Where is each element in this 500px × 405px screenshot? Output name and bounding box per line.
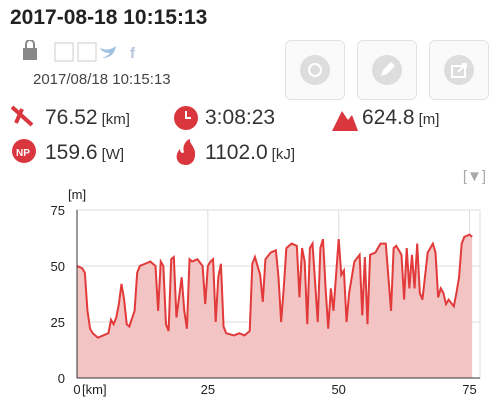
line (76, 233, 473, 339)
x-tick-label: 75 (462, 382, 476, 397)
stat-value: 624.8 (362, 106, 415, 129)
chart-toggle[interactable]: [▼] (462, 168, 486, 185)
elevation-chart: [m] [km] 0 25 50 75 0 25 50 75 (51, 187, 481, 397)
stat-unit: [W] (101, 146, 125, 163)
stat-value: 159.6 (45, 141, 98, 164)
date: 2017/08/18 10:15:13 (33, 71, 171, 88)
title: 2017-08-18 10:15:13 (10, 6, 208, 29)
stat-unit: [kJ] (271, 146, 296, 163)
y-axis-label: [m] (68, 187, 86, 202)
view-button[interactable] (285, 40, 345, 100)
stat-unit: [km] (101, 111, 130, 128)
x-tick-label: 0 (73, 382, 80, 397)
y-tick-label: 25 (51, 315, 65, 330)
svg-text:NP: NP (16, 148, 30, 159)
stat-value: 1102.0 (205, 141, 268, 164)
stat-icons: NP (10, 105, 358, 165)
y-tick-label: 75 (51, 203, 65, 218)
y-tick-label: 0 (58, 371, 65, 386)
elevation: 624.8 [m] (362, 106, 439, 130)
energy: 1102.0 [kJ] (205, 141, 295, 165)
duration: 3:08:23 (205, 106, 275, 130)
x-tick-label: 25 (201, 382, 215, 397)
np-power: 159.6 [W] (45, 141, 124, 165)
edit-button[interactable] (357, 40, 417, 100)
svg-text:f: f (130, 45, 136, 62)
export-button[interactable] (429, 40, 489, 100)
area (77, 234, 473, 378)
stat-value: 76.52 (45, 106, 98, 129)
share-icons: f (23, 40, 136, 62)
stat-unit: [m] (418, 111, 440, 128)
stat-value: 3:08:23 (205, 106, 276, 129)
x-tick-label: 50 (331, 382, 345, 397)
x-axis-label: [km] (82, 382, 107, 397)
distance: 76.52 [km] (45, 106, 130, 130)
y-tick-label: 50 (51, 259, 65, 274)
